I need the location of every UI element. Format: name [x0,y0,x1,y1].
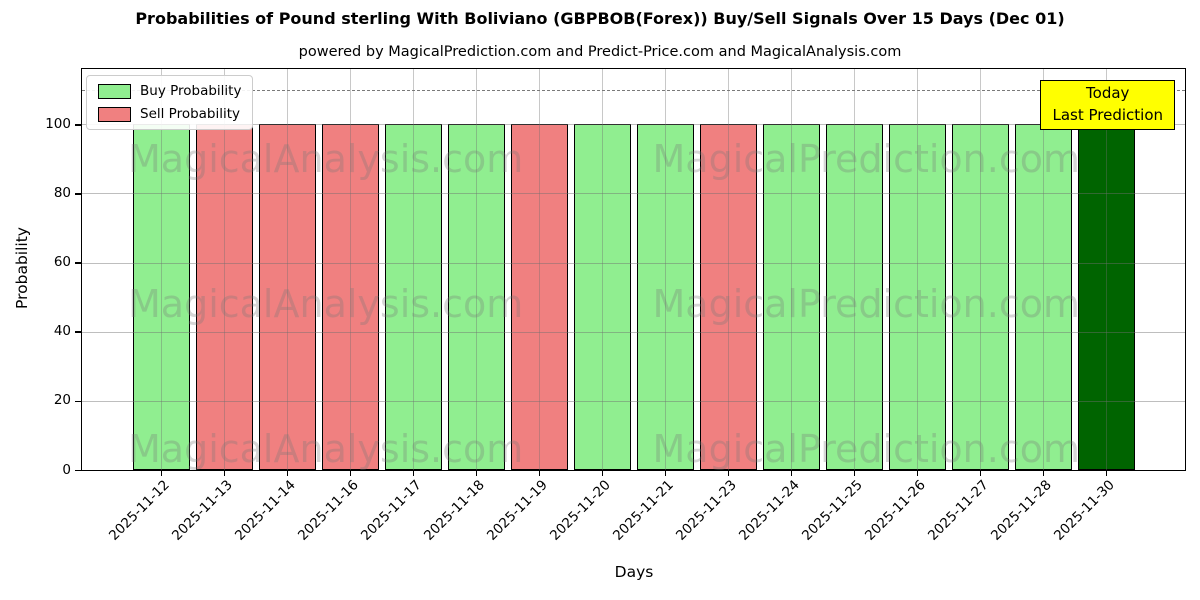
x-tick-label-text: 2025-11-18 [421,477,488,544]
buy-bar-2025-11-21 [636,124,694,470]
buy-bar-2025-11-18 [447,124,505,470]
x-tick-label-text: 2025-11-12 [106,477,173,544]
chart-subtitle: powered by MagicalPrediction.com and Pre… [298,44,902,60]
x-tick-label-text: 2025-11-27 [925,477,992,544]
x-tick-label-text: 2025-11-26 [862,477,929,544]
buy-bar-2025-11-24 [762,124,820,470]
y-tick-mark [75,124,81,126]
x-tick-label-text: 2025-11-16 [295,477,362,544]
legend: Buy Probability Sell Probability [86,75,254,130]
x-tick-label-text: 2025-11-19 [484,477,551,544]
x-tick-label-text: 2025-11-14 [232,477,299,544]
x-tick-mark [286,471,289,476]
legend-label-buy: Buy Probability [140,83,242,99]
bar-slot [447,69,505,470]
x-tick-label-text: 2025-11-30 [1051,477,1118,544]
x-tick-mark [475,471,478,476]
buy-bar-2025-11-20 [573,124,631,470]
y-tick-label-0: 0 [62,461,71,478]
x-tick-label-text: 2025-11-23 [673,477,740,544]
sell-bar-2025-11-16 [321,124,379,470]
y-tick-mark [75,331,81,333]
y-tick-mark [75,469,81,472]
x-tick-label-text: 2025-11-17 [358,477,425,544]
plot-area: MagicalAnalysis.com MagicalPrediction.com… [81,68,1186,471]
buy-bar-2025-11-17 [384,124,442,470]
x-tick-label-text: 2025-11-21 [610,477,677,544]
buy-bar-2025-11-26 [888,124,946,470]
annotation-line-1: Today [1086,84,1130,102]
x-axis-label: Days [614,563,654,581]
y-tick-label-20: 20 [53,392,71,409]
bar-slot [384,69,442,470]
legend-item-sell: Sell Probability [98,106,241,122]
y-tick-label-80: 80 [53,184,71,201]
x-tick-mark [1105,471,1108,476]
x-tick-mark [664,471,667,476]
bar-slot [195,69,253,470]
x-tick-mark [1042,471,1045,476]
legend-label-sell: Sell Probability [140,106,241,122]
x-tick-mark [223,471,226,476]
sell-bar-2025-11-19 [510,124,568,470]
x-tick-mark [160,471,163,476]
today-bar-2025-11-30 [1077,124,1135,470]
y-tick-label-40: 40 [53,323,71,340]
bars-container [82,69,1185,470]
sell-probability-swatch [98,106,131,122]
x-tick-mark [349,471,352,476]
x-tick-label-text: 2025-11-25 [799,477,866,544]
buy-bar-2025-11-27 [951,124,1009,470]
bar-slot [510,69,568,470]
buy-bar-2025-11-12 [132,124,190,470]
y-tick-label-60: 60 [53,254,71,271]
annotation-line-2: Last Prediction [1052,105,1163,124]
x-tick-mark [538,471,541,476]
bar-slot [573,69,631,470]
bar-slot [1014,69,1072,470]
x-tick-mark [790,471,793,476]
x-tick-mark [916,471,919,476]
bar-slot [1077,69,1135,470]
sell-bar-2025-11-23 [699,124,757,470]
x-tick-mark [727,471,730,476]
sell-bar-2025-11-13 [195,124,253,470]
x-tick-label-text: 2025-11-13 [169,477,236,544]
legend-item-buy: Buy Probability [98,83,241,99]
x-tick-mark [601,471,604,476]
x-tick-mark [979,471,982,476]
y-tick-mark [75,262,81,264]
bar-slot [258,69,316,470]
chart-title: Probabilities of Pound sterling With Bol… [135,9,1065,28]
bar-slot [699,69,757,470]
y-tick-label-100: 100 [45,115,71,132]
bar-slot [825,69,883,470]
y-tick-mark [75,193,81,195]
buy-probability-swatch [98,83,131,99]
bar-slot [132,69,190,470]
x-tick-mark [412,471,415,476]
x-tick-mark [853,471,856,476]
bar-slot [762,69,820,470]
today-annotation: Today Last Prediction [1040,80,1175,130]
buy-bar-2025-11-28 [1014,124,1072,470]
bar-slot [888,69,946,470]
y-tick-mark [75,400,81,403]
x-tick-label-text: 2025-11-28 [988,477,1055,544]
x-tick-label-text: 2025-11-20 [547,477,614,544]
bar-slot [951,69,1009,470]
sell-bar-2025-11-14 [258,124,316,470]
x-tick-label-text: 2025-11-24 [736,477,803,544]
buy-bar-2025-11-25 [825,124,883,470]
bar-slot [321,69,379,470]
bar-slot [636,69,694,470]
